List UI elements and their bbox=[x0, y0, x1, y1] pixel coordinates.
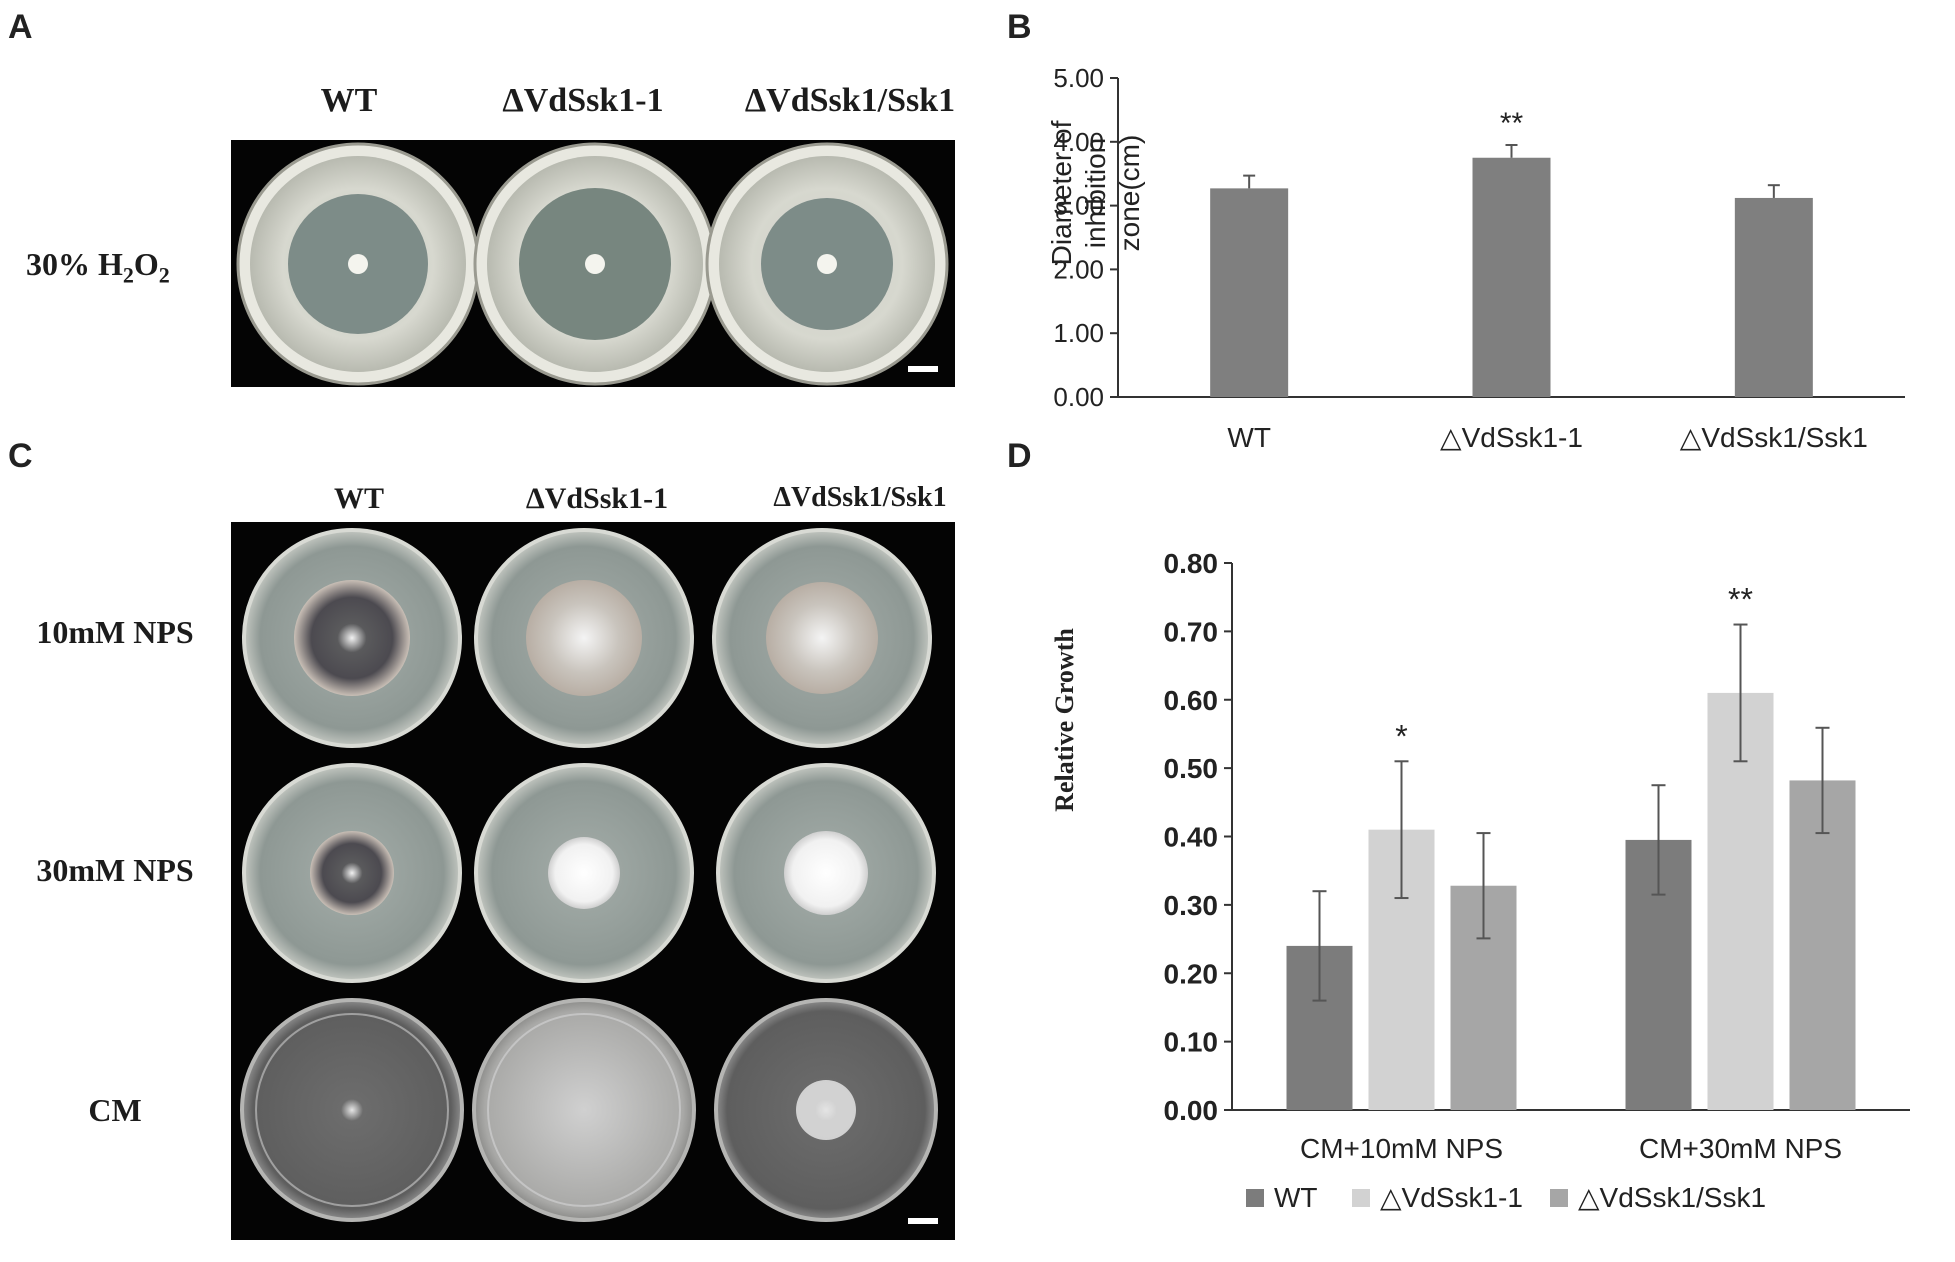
h2o2-label-main: 30% H bbox=[26, 246, 123, 282]
plate-c-10mm-complement bbox=[712, 528, 932, 748]
panel-c-row-label-cm: CM bbox=[88, 1092, 142, 1128]
panel-a-col-label-wt: WT bbox=[320, 82, 378, 119]
panel-letter-d: D bbox=[1007, 437, 1032, 475]
chart-d-legend-swatch bbox=[1246, 1189, 1264, 1207]
chart-d-legend-label: △VdSsk1-1 bbox=[1380, 1182, 1523, 1213]
plate-c-30mm-mutant bbox=[474, 763, 694, 983]
panel-letter-b: B bbox=[1007, 8, 1032, 46]
panel-a-col-label-mutant: ΔVdSsk1-1 bbox=[502, 82, 664, 119]
chart-d-y-tick-label: 0.30 bbox=[1164, 890, 1219, 921]
plate-c-30mm-complement bbox=[716, 763, 936, 983]
panel-letter-c: C bbox=[8, 437, 33, 475]
chart-d-y-tick-label: 0.60 bbox=[1164, 685, 1219, 716]
chart-d-y-tick-label: 0.10 bbox=[1164, 1027, 1219, 1058]
plate-c-30mm-wt bbox=[242, 763, 462, 983]
chart-d-significance: * bbox=[1395, 718, 1407, 754]
h2o2-label-o: O bbox=[133, 246, 159, 282]
chart-d-y-tick-label: 0.40 bbox=[1164, 822, 1219, 853]
chart-b-x-tick-label: WT bbox=[1227, 422, 1271, 453]
plate-a-wt bbox=[236, 142, 480, 386]
scale-bar-a bbox=[908, 366, 938, 372]
chart-d-y-tick-label: 0.50 bbox=[1164, 753, 1219, 784]
chart-b-x-tick-label: △VdSsk1-1 bbox=[1440, 422, 1583, 453]
chart-d-bar bbox=[1707, 692, 1774, 1110]
plate-c-10mm-wt bbox=[242, 528, 462, 748]
chart-d-legend-label: △VdSsk1/Ssk1 bbox=[1578, 1182, 1766, 1213]
chart-d-x-tick-label: CM+10mM NPS bbox=[1300, 1133, 1503, 1164]
panel-c-row-label-30mm: 30mM NPS bbox=[36, 852, 194, 888]
chart-d-legend-label: WT bbox=[1274, 1182, 1318, 1213]
panel-a-col-label-complement: ΔVdSsk1/Ssk1 bbox=[744, 82, 956, 119]
panel-a-row-label-h2o2: 30% H2O2 bbox=[26, 246, 170, 288]
plate-c-cm-complement bbox=[714, 998, 938, 1222]
chart-b-bar bbox=[1472, 157, 1551, 397]
panel-c-row-label-10mm: 10mM NPS bbox=[36, 614, 194, 650]
panel-letter-a: A bbox=[8, 8, 33, 46]
panel-c-col-label-complement: ΔVdSsk1/Ssk1 bbox=[773, 482, 947, 513]
scale-bar-c bbox=[908, 1218, 938, 1224]
chart-b-x-tick-label: △VdSsk1/Ssk1 bbox=[1680, 422, 1868, 453]
h2o2-sub-1: 2 bbox=[122, 262, 134, 288]
chart-d-y-tick-label: 0.80 bbox=[1164, 548, 1219, 579]
chart-d-y-tick-label: 0.00 bbox=[1164, 1095, 1219, 1126]
chart-b-bar bbox=[1210, 188, 1289, 397]
panel-c-col-label-mutant: ΔVdSsk1-1 bbox=[525, 482, 669, 515]
chart-d-y-tick-label: 0.20 bbox=[1164, 958, 1219, 989]
plate-a-mutant bbox=[473, 142, 717, 386]
chart-d-legend-swatch bbox=[1550, 1189, 1568, 1207]
chart-d-x-tick-label: CM+30mM NPS bbox=[1639, 1133, 1842, 1164]
chart-b-y-tick-label: 3.00 bbox=[1053, 191, 1104, 221]
chart-b-significance: ** bbox=[1500, 107, 1524, 140]
plate-c-10mm-mutant bbox=[474, 528, 694, 748]
chart-b-y-tick-label: 2.00 bbox=[1053, 254, 1104, 284]
chart-d-significance: ** bbox=[1728, 582, 1753, 618]
chart-b-bar bbox=[1734, 197, 1813, 397]
chart-d-legend-swatch bbox=[1352, 1189, 1370, 1207]
chart-d-y-tick-label: 0.70 bbox=[1164, 616, 1219, 647]
chart-b-y-tick-label: 5.00 bbox=[1053, 63, 1104, 93]
plate-c-cm-wt bbox=[240, 998, 464, 1222]
chart-b-y-tick-label: 1.00 bbox=[1053, 318, 1104, 348]
h2o2-sub-2: 2 bbox=[158, 262, 170, 288]
plate-a-complement bbox=[705, 142, 949, 386]
chart-d-bar bbox=[1789, 780, 1856, 1110]
panel-c-col-label-wt: WT bbox=[333, 482, 384, 515]
plate-c-cm-mutant bbox=[472, 998, 696, 1222]
chart-b-y-tick-label: 0.00 bbox=[1053, 382, 1104, 412]
chart-b-y-tick-label: 4.00 bbox=[1053, 127, 1104, 157]
